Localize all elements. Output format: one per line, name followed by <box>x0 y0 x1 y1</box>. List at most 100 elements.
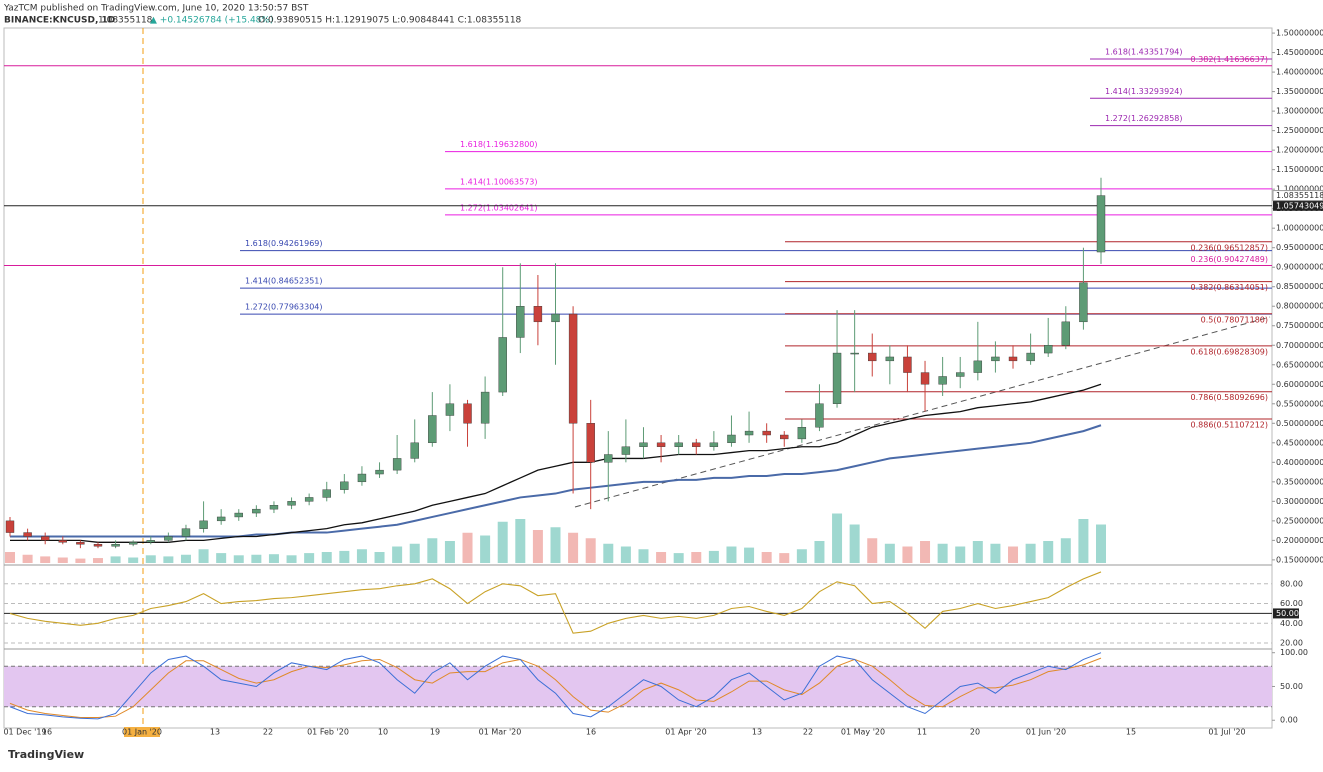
volume-bar <box>1096 524 1106 563</box>
y-tick-label: 1.25000000 <box>1276 126 1323 135</box>
candle-body <box>445 403 455 416</box>
volume-bar <box>444 541 455 563</box>
candle-body <box>885 356 895 362</box>
candle-body <box>780 434 789 440</box>
footer-brand: TradingView <box>8 748 84 761</box>
y-tick-label: 0.40000000 <box>1276 458 1323 467</box>
candle-body <box>164 536 173 541</box>
volume-bar <box>1078 519 1089 563</box>
x-tick-label: 15 <box>1126 728 1136 737</box>
y-tick-label: 0.80000000 <box>1276 302 1323 311</box>
volume-bar <box>356 549 367 563</box>
candle-body <box>234 512 243 518</box>
candle-body <box>357 473 367 483</box>
stoch-band <box>4 666 1272 707</box>
ohlc: O:0.93890515 H:1.12919075 L:0.90848441 C… <box>258 16 522 26</box>
y-tick-label: 0.60000000 <box>1276 380 1323 389</box>
volume-bar <box>744 547 755 563</box>
ma-200 <box>10 424 1102 538</box>
candle-body <box>1079 282 1088 323</box>
volume-bar <box>110 556 121 563</box>
candle-body <box>463 403 472 424</box>
candle-body <box>1096 195 1106 253</box>
x-tick-highlight <box>124 727 160 737</box>
fib-label: 0.786(0.58092696) <box>1191 393 1269 402</box>
y-tick-label: 1.40000000 <box>1276 68 1323 77</box>
volume-bar <box>972 541 983 563</box>
volume-bar <box>832 513 843 563</box>
volume-bar <box>251 554 262 563</box>
candle-body <box>604 454 613 463</box>
price-line-label: 1.05743049 <box>1276 201 1323 210</box>
candle-body <box>480 391 490 424</box>
x-tick-label: 20 <box>970 728 980 737</box>
volume-bar <box>708 550 719 563</box>
rsi-tick-label: 20.00 <box>1280 639 1303 648</box>
volume-bar <box>656 552 667 563</box>
candle-body <box>340 481 349 490</box>
x-tick-label: 01 Dec '19 <box>3 728 46 737</box>
candle-body <box>973 360 983 373</box>
y-tick-label: 0.70000000 <box>1276 341 1323 350</box>
volume-bar <box>22 554 33 563</box>
fib-label: 1.272(0.77963304) <box>245 303 323 312</box>
y-tick-label: 1.45000000 <box>1276 48 1323 57</box>
candle-body <box>744 430 754 436</box>
plot-frame <box>3 27 1273 729</box>
candle-body <box>392 458 402 471</box>
volume-bar <box>550 527 561 563</box>
candle-body <box>498 337 507 393</box>
x-tick-label: 16 <box>586 728 596 737</box>
volume-bar <box>216 553 227 563</box>
x-tick-label: 01 Apr '20 <box>665 728 706 737</box>
x-tick-label: 16 <box>42 728 52 737</box>
y-tick-label: 1.30000000 <box>1276 107 1323 116</box>
y-tick-label: 0.20000000 <box>1276 536 1323 545</box>
y-tick-label: 0.85000000 <box>1276 282 1323 291</box>
trend-line <box>574 316 1271 508</box>
candle-body <box>181 528 191 537</box>
last-price-box <box>1272 190 1323 202</box>
volume-bar <box>339 550 350 563</box>
rsi-mid-box <box>1273 608 1299 619</box>
volume-bar <box>761 552 772 563</box>
rsi-tick-label: 80.00 <box>1280 579 1303 588</box>
volume-bar <box>1025 543 1036 563</box>
volume-bar <box>5 552 15 563</box>
candle-body <box>199 520 208 529</box>
candle-body <box>850 352 859 355</box>
y-tick-label: 1.20000000 <box>1276 146 1323 155</box>
volume-bar <box>462 532 473 563</box>
x-tick-label: 10 <box>378 728 388 737</box>
x-tick-label: 19 <box>430 728 440 737</box>
volume-bar <box>849 524 860 563</box>
volume-bar <box>75 558 86 563</box>
volume-bar <box>497 521 508 563</box>
x-tick-label: 13 <box>210 728 220 737</box>
candle-body <box>269 505 279 510</box>
y-tick-label: 0.35000000 <box>1276 477 1323 486</box>
volume-bar <box>286 555 297 563</box>
y-tick-label: 0.75000000 <box>1276 321 1323 330</box>
volume-bar <box>515 519 526 563</box>
volume-bar <box>427 538 438 563</box>
candle-body <box>428 415 437 444</box>
candle-body <box>23 532 32 537</box>
change: ▲ +0.14526784 (+15.48%) <box>150 16 273 26</box>
volume-bar <box>673 553 684 563</box>
x-tick-label: 01 Mar '20 <box>479 728 522 737</box>
candle-body <box>920 372 930 385</box>
rsi-tick-label: 40.00 <box>1280 619 1303 628</box>
candle-body <box>304 497 314 502</box>
fib-label: 1.618(1.43351794) <box>1105 48 1183 57</box>
y-tick-label: 0.55000000 <box>1276 399 1323 408</box>
fib-label: 1.414(1.33293924) <box>1105 87 1183 96</box>
fib-label: 1.618(1.19632800) <box>460 140 538 149</box>
candle-body <box>586 423 595 463</box>
last-price-label: 1.08355118 <box>1276 191 1323 200</box>
y-tick-label: 1.35000000 <box>1276 87 1323 96</box>
candle-body <box>568 313 578 424</box>
y-tick-label: 0.95000000 <box>1276 243 1323 252</box>
